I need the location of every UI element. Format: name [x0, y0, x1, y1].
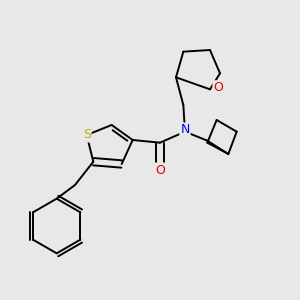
Text: N: N: [180, 124, 190, 136]
Text: O: O: [155, 164, 165, 176]
Text: O: O: [213, 81, 223, 94]
Text: S: S: [83, 128, 91, 142]
